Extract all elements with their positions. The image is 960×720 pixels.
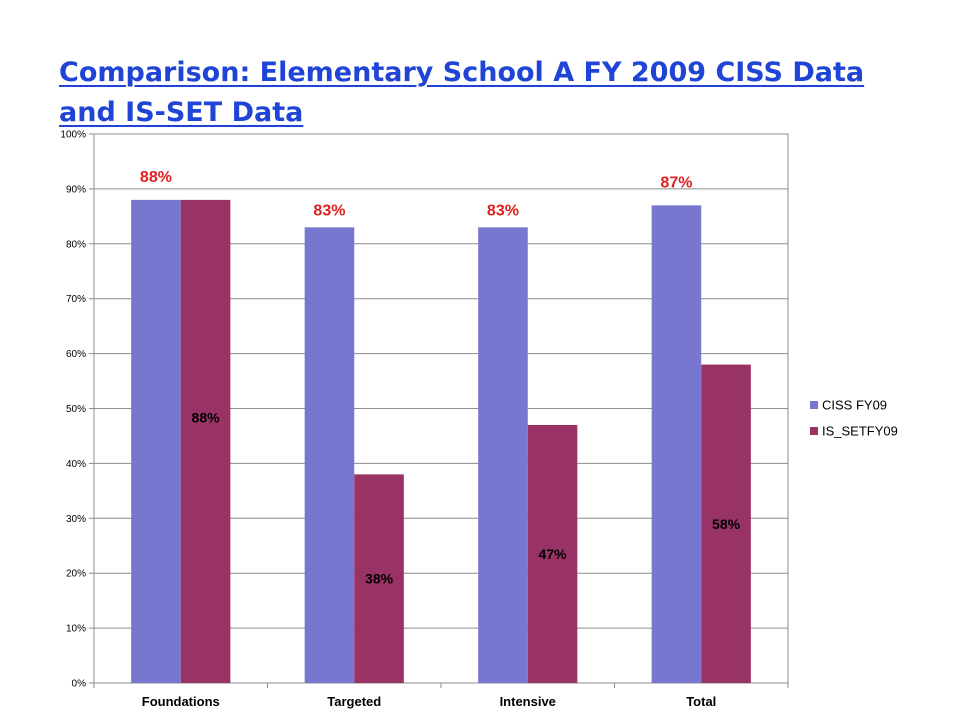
bar-ciss-fy09 — [131, 199, 181, 683]
x-category-label: Total — [686, 694, 716, 709]
bar-ciss-fy09 — [478, 227, 528, 683]
legend-swatch — [810, 401, 818, 409]
y-tick-label: 50% — [66, 404, 86, 415]
x-category-label: Intensive — [500, 694, 556, 709]
data-label-ciss-fy09: 83% — [313, 202, 345, 219]
y-tick-label: 80% — [66, 239, 86, 250]
legend-swatch — [810, 427, 818, 435]
bar-ciss-fy09 — [651, 205, 702, 683]
y-tick-label: 40% — [66, 459, 86, 470]
legend-label: CISS FY09 — [822, 398, 887, 413]
slide-title: Comparison: Elementary School A FY 2009 … — [59, 57, 865, 128]
bar-is-setfy09 — [527, 424, 578, 683]
data-label-ciss-fy09: 88% — [140, 169, 172, 186]
bar-is-setfy09 — [180, 199, 231, 683]
x-category-label: Foundations — [142, 694, 220, 709]
y-tick-label: 70% — [66, 294, 86, 305]
y-tick-label: 60% — [66, 349, 86, 360]
x-category-label: Targeted — [327, 694, 381, 709]
y-tick-label: 0% — [72, 679, 87, 690]
data-label-ciss-fy09: 87% — [660, 174, 692, 191]
data-label-ciss-fy09: 83% — [487, 202, 519, 219]
y-tick-label: 20% — [66, 569, 86, 580]
bar-is-setfy09 — [354, 474, 404, 683]
y-tick-label: 90% — [66, 184, 86, 195]
y-tick-label: 10% — [66, 624, 86, 635]
data-label-is-setfy09: 88% — [192, 409, 221, 425]
legend-label: IS_SETFY09 — [822, 424, 898, 439]
y-tick-label: 30% — [66, 514, 86, 525]
data-label-is-setfy09: 47% — [539, 546, 568, 562]
y-tick-label: 100% — [60, 130, 86, 141]
bar-ciss-fy09 — [304, 227, 355, 683]
data-label-is-setfy09: 58% — [712, 516, 741, 532]
bar-is-setfy09 — [701, 364, 751, 683]
data-label-is-setfy09: 38% — [365, 571, 394, 587]
